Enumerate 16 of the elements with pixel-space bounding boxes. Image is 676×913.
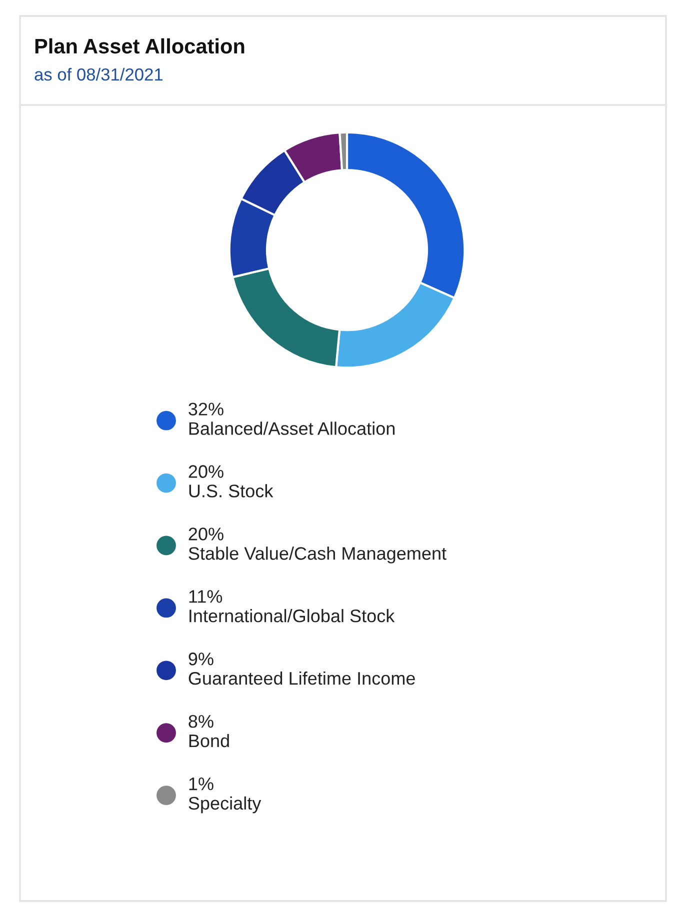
legend-label: Specialty bbox=[188, 796, 262, 814]
legend-label: Guaranteed Lifetime Income bbox=[188, 672, 415, 685]
legend-label: Bond bbox=[189, 734, 229, 748]
data-label: 20% bbox=[188, 528, 224, 540]
data-label: 8% bbox=[188, 715, 214, 728]
legend-label: U.S. Stock bbox=[189, 484, 274, 498]
chart-title: Plan Asset Allocation bbox=[35, 38, 244, 54]
legend-label: Balanced/Asset Allocation bbox=[189, 422, 395, 435]
data-label: 20% bbox=[188, 465, 224, 478]
data-label: 9% bbox=[188, 652, 214, 666]
legend-label: International/Global Stock bbox=[190, 609, 395, 622]
legend-label: Stable Value/Cash Management bbox=[188, 546, 446, 564]
data-label: 32% bbox=[188, 402, 224, 416]
data-label: 1% bbox=[189, 778, 214, 790]
data-label: 11% bbox=[189, 590, 222, 603]
chart-subtitle: as of 08/31/2021 bbox=[34, 68, 163, 81]
